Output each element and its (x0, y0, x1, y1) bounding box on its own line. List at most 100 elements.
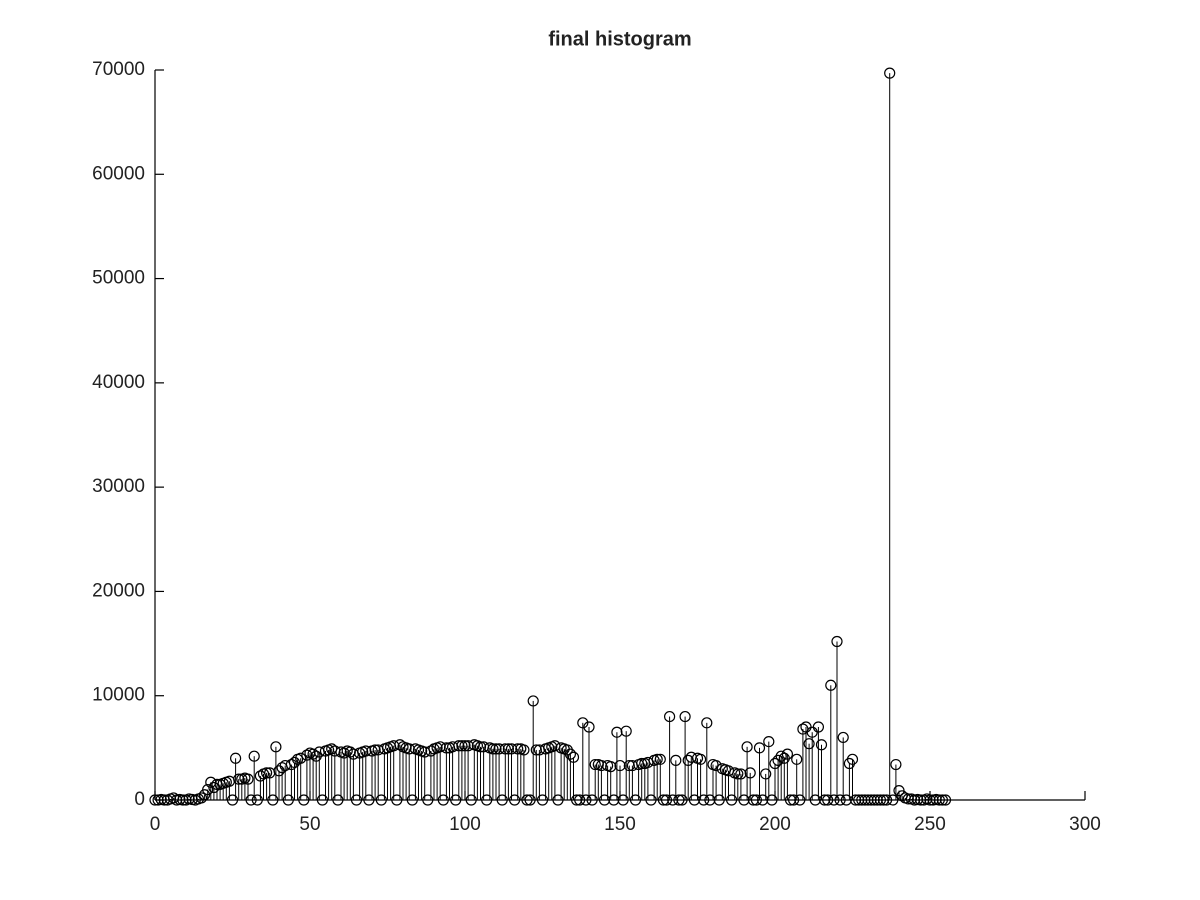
stem (394, 739, 406, 800)
stem-marker (775, 750, 787, 762)
stem (307, 748, 319, 800)
x-tick-label: 300 (1069, 814, 1101, 835)
stem-marker (350, 794, 363, 806)
stem (282, 794, 294, 806)
stem (332, 794, 344, 806)
stem (226, 794, 239, 806)
stem-marker (425, 745, 437, 757)
stem (567, 751, 580, 800)
stem-marker (288, 756, 301, 769)
stem-marker (295, 752, 307, 764)
x-tick-label: 0 (150, 814, 161, 835)
stem (660, 794, 673, 806)
stem-marker (636, 757, 648, 770)
stem-marker (822, 794, 834, 806)
stem-marker (794, 794, 806, 806)
stem-marker (667, 794, 679, 806)
stem-marker (518, 744, 530, 756)
stem (859, 794, 871, 806)
stem (230, 752, 242, 800)
stem (787, 794, 800, 806)
stem (149, 794, 161, 806)
stem (350, 794, 363, 806)
stem-marker (450, 794, 462, 806)
stem-marker (230, 752, 242, 764)
stem-marker (654, 753, 666, 765)
stem-marker (462, 740, 474, 752)
stem (766, 794, 778, 806)
stem (636, 757, 648, 800)
stem (570, 794, 583, 806)
stem-marker (831, 635, 843, 648)
stem-marker (481, 794, 493, 806)
stem (608, 794, 620, 806)
stem (775, 750, 787, 800)
stem-marker (316, 794, 328, 806)
stem (583, 721, 595, 800)
stem (651, 753, 663, 800)
stem (713, 794, 725, 806)
stem (676, 794, 688, 806)
stem (862, 794, 874, 806)
stem (589, 758, 601, 800)
stem (288, 756, 301, 800)
x-tick-label: 100 (449, 814, 481, 835)
stem (670, 754, 682, 800)
stem-marker (840, 794, 852, 806)
stem-marker (261, 767, 273, 779)
stem (812, 721, 825, 800)
x-tick-label: 150 (604, 814, 636, 835)
stem (363, 794, 375, 806)
stem-marker (809, 794, 821, 806)
stem (620, 725, 632, 800)
stem-marker (834, 794, 846, 806)
stem-marker (282, 794, 294, 806)
stem-marker (580, 794, 592, 806)
stem (502, 743, 514, 800)
stem (536, 794, 549, 806)
y-tick-label: 70000 (92, 59, 145, 80)
stem-marker (505, 743, 518, 755)
stem (496, 794, 508, 806)
stem (629, 794, 642, 806)
stem (837, 731, 849, 800)
stem (688, 794, 701, 806)
stem-marker (679, 710, 691, 723)
stem (270, 741, 282, 800)
stem (741, 741, 753, 800)
stem (818, 794, 831, 806)
stem-marker (226, 794, 239, 806)
stem-marker (502, 743, 514, 755)
stem-marker (880, 794, 893, 806)
y-tick-label: 60000 (92, 163, 145, 184)
stem-marker (620, 725, 632, 737)
stem-marker (394, 739, 406, 751)
stem-marker (363, 794, 375, 806)
stem-marker (756, 794, 769, 806)
stem (481, 794, 493, 806)
stem (924, 794, 936, 806)
stem-marker (732, 768, 744, 780)
stem-marker (508, 794, 521, 806)
stem-marker (710, 759, 722, 772)
stem (580, 794, 592, 806)
stem-marker (769, 757, 781, 770)
stem (577, 717, 589, 800)
stem-marker (589, 758, 601, 771)
stem (391, 794, 403, 806)
stem (527, 695, 539, 800)
stem-marker (787, 794, 800, 806)
stem-marker (487, 743, 499, 755)
stem-marker (521, 794, 533, 806)
stem (663, 710, 676, 800)
stem-marker (663, 710, 676, 723)
stem (704, 794, 716, 806)
stem-marker (267, 794, 279, 806)
stem-marker (753, 742, 766, 754)
stem-marker (738, 794, 750, 806)
stem-marker (924, 794, 936, 806)
stem-marker (645, 794, 657, 806)
stem (493, 743, 505, 800)
